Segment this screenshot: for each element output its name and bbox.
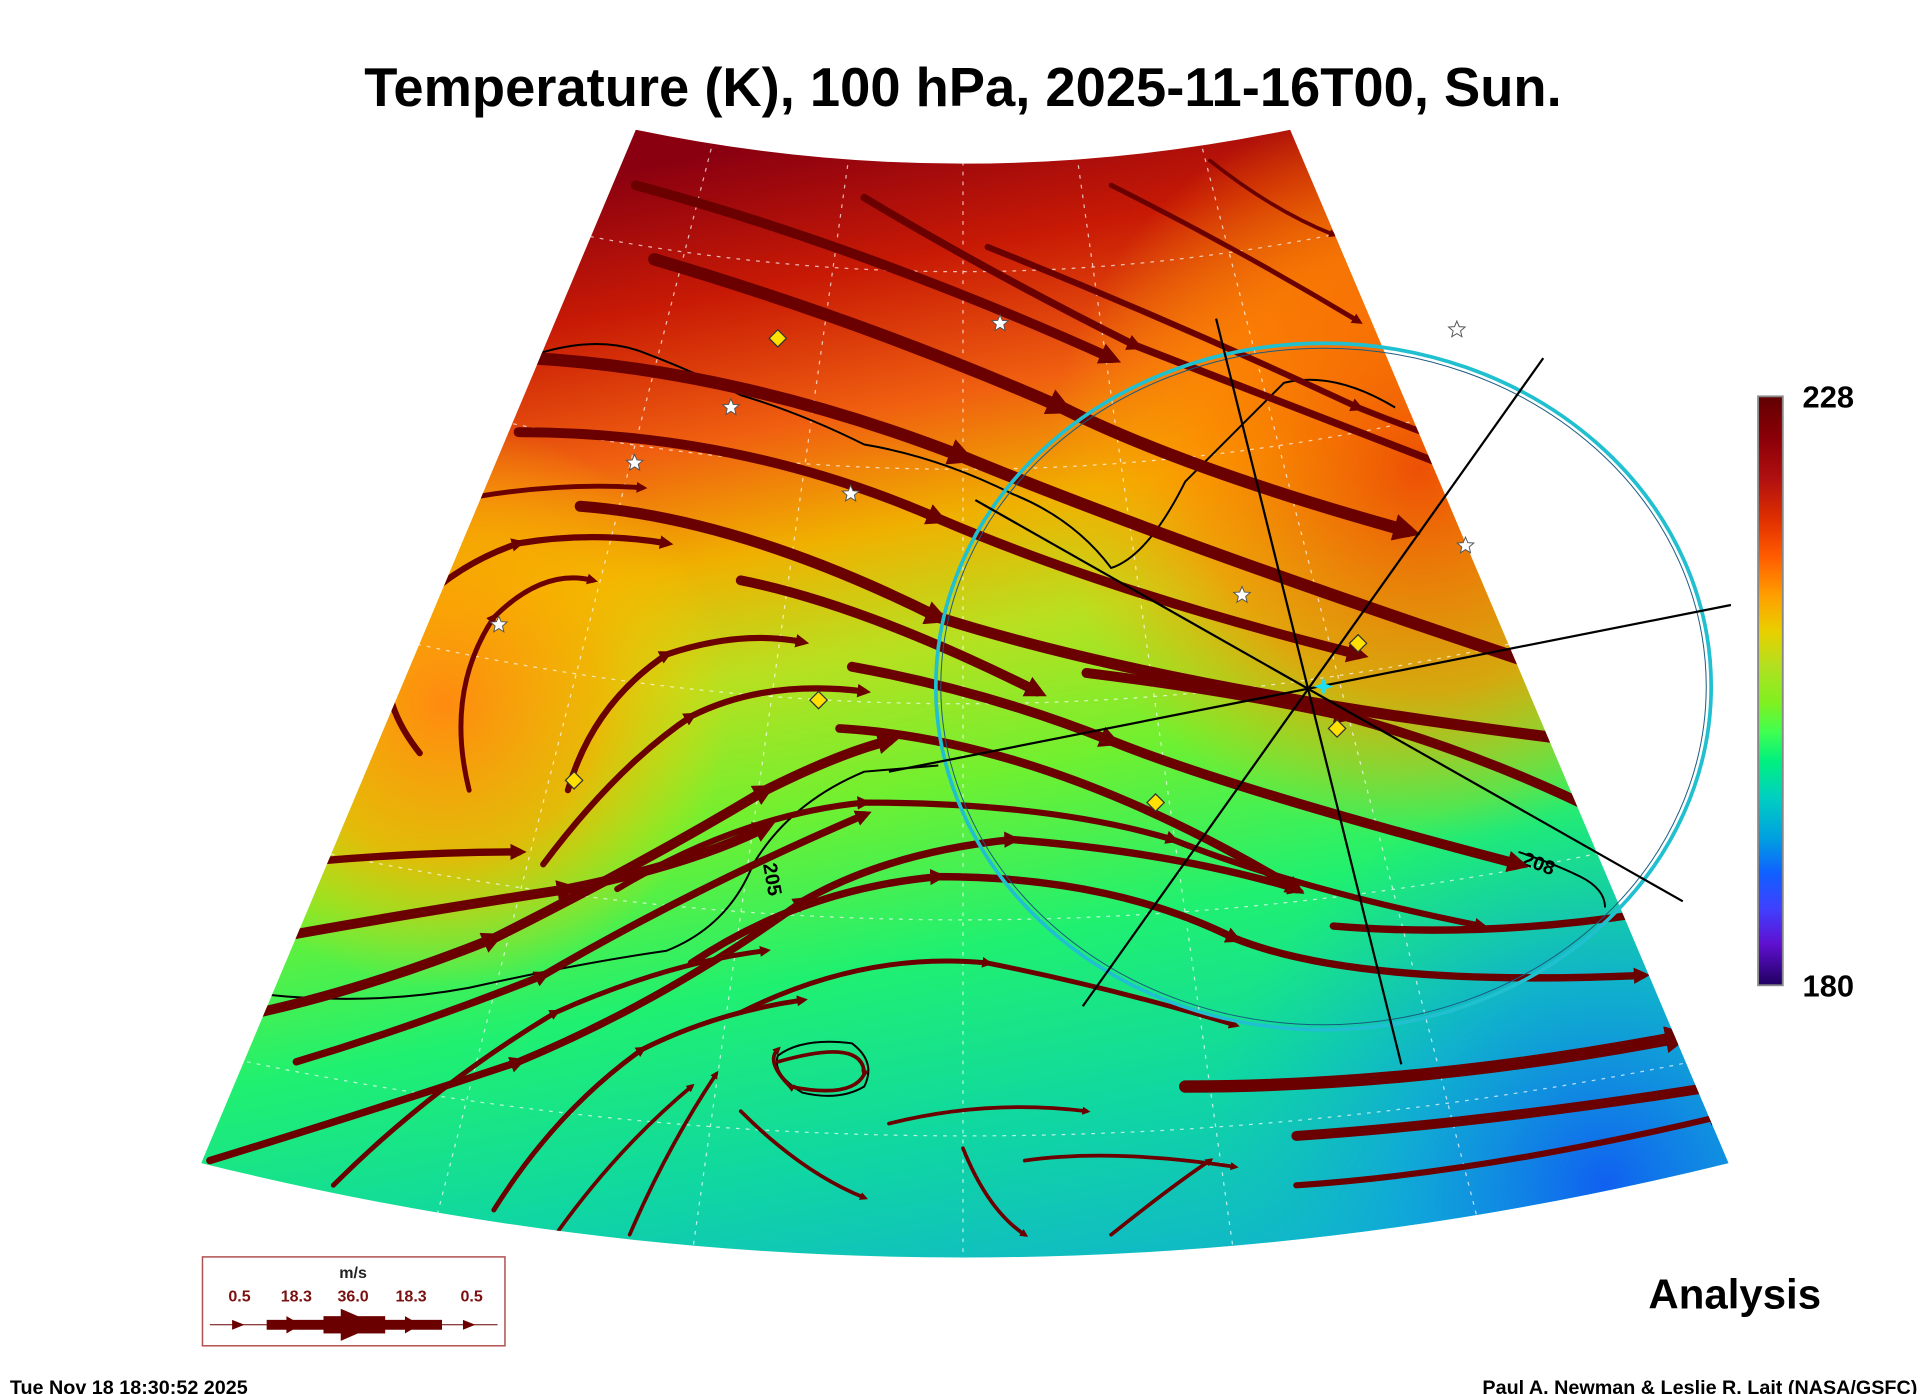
colorbar: 228 180 — [1757, 379, 1855, 1003]
wind-streamline — [1179, 1026, 1693, 1093]
wind-legend-value: 0.5 — [460, 1287, 482, 1305]
station-diamond-icon — [768, 328, 788, 348]
credit: Paul A. Newman & Leslie R. Lait (NASA/GS… — [1482, 1377, 1917, 1394]
longitude-gridline — [690, 135, 853, 1258]
latitude-gridline — [580, 234, 1334, 273]
timestamp: Tue Nov 18 18:30:52 2025 — [10, 1377, 248, 1394]
station-star-icon — [721, 397, 741, 416]
wind-streamline — [1108, 182, 1363, 324]
wind-legend-value: 18.3 — [396, 1287, 427, 1305]
wind-streamline — [1109, 1158, 1214, 1237]
wind-legend-value: 18.3 — [281, 1287, 312, 1305]
colorbar-scale — [1757, 395, 1784, 987]
wind-streamline — [1081, 667, 1615, 820]
colorbar-max-label: 228 — [1803, 379, 1855, 414]
wind-streamline — [1293, 1112, 1723, 1189]
station-star-icon — [990, 313, 1010, 332]
wind-streamline — [738, 956, 1240, 1029]
longitude-gridline — [431, 129, 717, 1235]
station-diamond-icon — [1327, 718, 1347, 738]
wind-streamline — [458, 573, 598, 793]
wind-streamline — [735, 575, 1047, 697]
wind-legend-value: 0.5 — [228, 1287, 250, 1305]
wind-streamline — [1291, 1077, 1727, 1141]
station-diamond-icon — [809, 690, 829, 710]
product-label: Analysis — [1648, 1271, 1821, 1318]
center-star-icon — [1313, 676, 1334, 697]
station-star-icon — [625, 453, 645, 472]
station-star-icon — [489, 614, 509, 633]
longitude-gridline — [1196, 129, 1483, 1235]
map-wedge: 205 208 — [201, 129, 1729, 1258]
station-diamond-icon — [564, 770, 584, 790]
station-diamond-icon — [1146, 793, 1166, 813]
longitude-gridline — [1073, 135, 1236, 1258]
wind-streamline — [1208, 158, 1338, 237]
wind-streamline — [330, 945, 771, 1188]
wind-streamline — [627, 1070, 719, 1237]
station-star-icon — [1232, 585, 1252, 604]
wind-streamline — [961, 1146, 1029, 1237]
station-star-icon — [1447, 319, 1467, 338]
wind-streamline — [687, 868, 1651, 984]
station-diamond-icon — [1348, 633, 1368, 653]
wind-legend-arrow — [209, 1308, 498, 1341]
station-star-icon — [1455, 535, 1475, 554]
wind-streamline — [630, 180, 1122, 364]
wind-streamline — [491, 995, 808, 1213]
radial-line — [1215, 318, 1403, 1065]
radial-line — [888, 603, 1732, 773]
wind-streamlines — [206, 158, 1727, 1237]
wind-streamline — [738, 1109, 869, 1200]
wind-speed-legend: m/s 0.5 18.3 36.0 18.3 0.5 — [201, 1256, 506, 1347]
station-markers — [489, 313, 1475, 813]
colorbar-min-label: 180 — [1803, 968, 1855, 1003]
chart-title: Temperature (K), 100 hPa, 2025-11-16T00,… — [364, 57, 1561, 118]
wind-streamline — [553, 1083, 695, 1237]
wind-legend-value: 36.0 — [337, 1287, 368, 1305]
station-star-icon — [841, 483, 861, 503]
wind-legend-unit: m/s — [339, 1264, 367, 1282]
radial-line — [1081, 357, 1545, 1007]
vortex-edge-ring — [888, 318, 1732, 1065]
latitude-gridline — [246, 1061, 1692, 1137]
wind-streamline — [771, 1046, 870, 1093]
wind-streamline — [887, 1105, 1091, 1126]
radial-line — [974, 499, 1684, 903]
